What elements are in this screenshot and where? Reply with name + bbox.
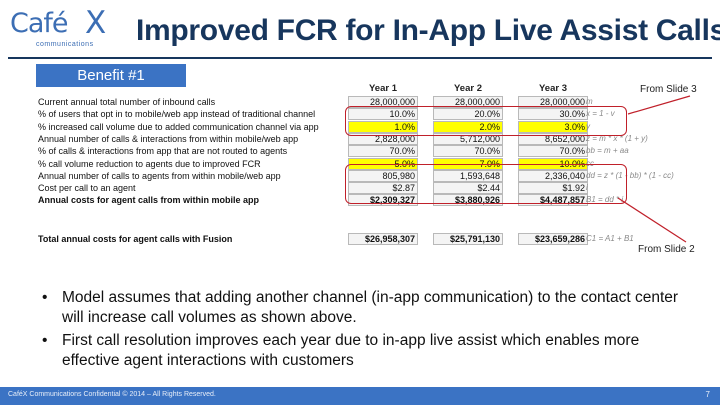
year-2-value: 20.0% xyxy=(433,108,503,121)
row-label: % of users that opt in to mobile/web app… xyxy=(38,109,316,120)
page-number: 7 xyxy=(705,390,710,399)
bullet-item: • First call resolution improves each yea… xyxy=(42,332,640,369)
row-label: Annual number of calls & interactions fr… xyxy=(38,133,299,144)
year-2-value: $25,791,130 xyxy=(433,233,503,245)
row-label: Current annual total number of inbound c… xyxy=(38,97,216,107)
year-3-value: 10.0% xyxy=(518,157,588,170)
total-row: Total annual costs for agent calls with … xyxy=(36,233,676,245)
year-2-value: 1,593,648 xyxy=(433,169,503,182)
row-label: % call volume reduction to agents due to… xyxy=(38,158,261,169)
title-divider xyxy=(8,57,712,59)
row-label: Annual costs for agent calls from within… xyxy=(38,195,260,206)
row-formula: cc xyxy=(586,158,594,168)
footer-bar: CaféX Communications Confidential © 2014… xyxy=(0,387,720,405)
benefit-label: Benefit #1 xyxy=(36,64,186,87)
year-1-value: $26,958,307 xyxy=(348,233,418,245)
year-1-value: 10.0% xyxy=(348,108,418,121)
year-2-value: 7.0% xyxy=(433,157,503,170)
year-3-value: $23,659,286 xyxy=(518,233,588,245)
slide3-highlight-box xyxy=(345,106,627,136)
table-row: Annual number of calls to agents from wi… xyxy=(36,169,676,182)
year-1-value: 1.0% xyxy=(348,120,418,133)
year-3-value: 2,336,040 xyxy=(518,169,588,182)
table-row: % increased call volume due to added com… xyxy=(36,120,676,133)
row-formula: y xyxy=(586,121,590,131)
year-2-value: 70.0% xyxy=(433,145,503,158)
table-row: % of calls & interactions from app that … xyxy=(36,145,676,158)
table-row: % call volume reduction to agents due to… xyxy=(36,157,676,170)
table-row: Cost per call to an agent $2.87 $2.44 $1.92… xyxy=(36,182,676,195)
row-formula: m xyxy=(586,97,593,106)
row-formula: B1 = dd * i xyxy=(586,195,624,205)
year-3-value: 3.0% xyxy=(518,120,588,133)
arrow-to-slide2 xyxy=(617,197,687,243)
year-1-value: 805,980 xyxy=(348,169,418,182)
table-row: Current annual total number of inbound c… xyxy=(36,96,676,108)
row-label: Cost per call to an agent xyxy=(38,183,136,194)
year-1-value: $2.87 xyxy=(348,182,418,195)
cafex-logo: Café X communications xyxy=(6,5,116,54)
footer-text: CaféX Communications Confidential © 2014… xyxy=(8,391,216,398)
note-from-slide-3: From Slide 3 xyxy=(640,84,697,95)
row-label: % increased call volume due to added com… xyxy=(38,121,319,132)
row-formula: i xyxy=(586,183,588,193)
row-label: % of calls & interactions from app that … xyxy=(38,146,288,157)
row-label: Annual number of calls to agents from wi… xyxy=(38,170,281,181)
table-row: % of users that opt in to mobile/web app… xyxy=(36,108,676,121)
year-2-value: $2.44 xyxy=(433,182,503,195)
bullet-item: • Model assumes that adding another chann… xyxy=(42,289,679,326)
year-2-header: Year 2 xyxy=(454,83,482,94)
slide-title: Improved FCR for In-App Live Assist Call… xyxy=(136,14,720,47)
arrow-to-slide3 xyxy=(627,95,691,115)
year-2-value: 2.0% xyxy=(433,120,503,133)
logo-word: Café xyxy=(10,8,69,39)
year-3-header: Year 3 xyxy=(539,83,567,94)
row-formula: C1 = A1 + B1 xyxy=(586,234,634,243)
bullet-list: • Model assumes that adding another chann… xyxy=(40,288,680,374)
slide2-highlight-box xyxy=(345,164,627,204)
year-3-value: 28,000,000 xyxy=(518,96,588,108)
row-label: Total annual costs for agent calls with … xyxy=(38,234,233,244)
year-1-value: 28,000,000 xyxy=(348,96,418,108)
year-1-header: Year 1 xyxy=(369,83,397,94)
row-formula: bb = m + aa xyxy=(586,146,629,156)
row-formula: z = m * x * (1 + y) xyxy=(586,133,648,143)
logo-subtitle: communications xyxy=(36,41,94,48)
note-from-slide-2: From Slide 2 xyxy=(638,244,695,255)
logo-x-mark: X xyxy=(85,5,107,41)
year-1-value: 70.0% xyxy=(348,145,418,158)
row-formula: dd = z * (1 - bb) * (1 - cc) xyxy=(586,170,674,180)
year-1-value: 5.0% xyxy=(348,157,418,170)
year-3-value: 70.0% xyxy=(518,145,588,158)
year-3-value: 30.0% xyxy=(518,108,588,121)
year-3-value: $1.92 xyxy=(518,182,588,195)
year-2-value: 28,000,000 xyxy=(433,96,503,108)
row-formula: x = 1 - v xyxy=(586,109,615,119)
